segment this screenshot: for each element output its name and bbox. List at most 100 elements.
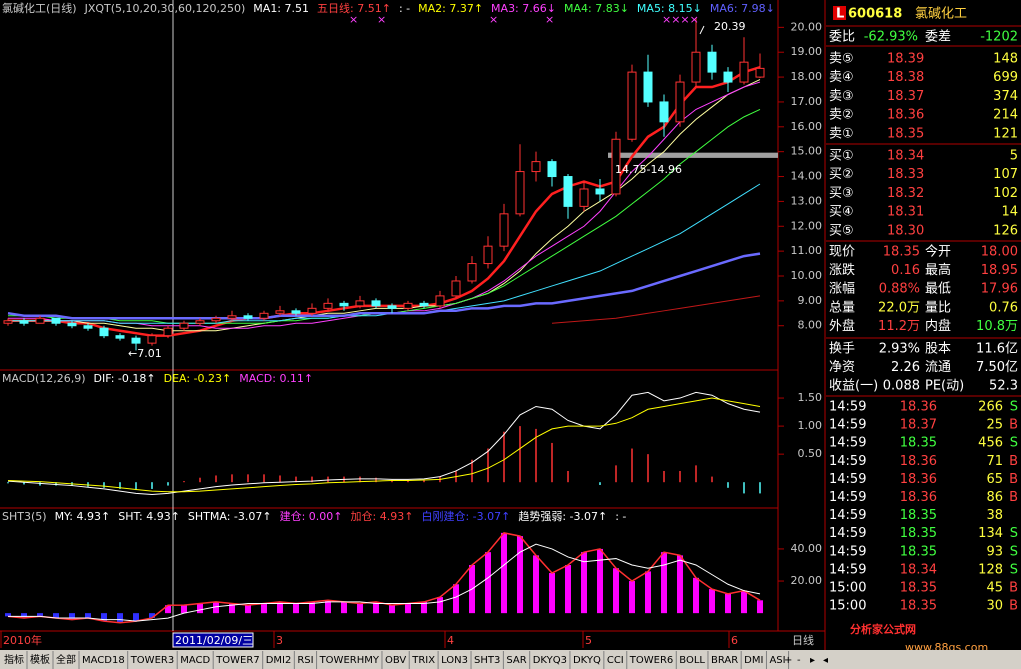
tab[interactable]: DMI bbox=[744, 655, 763, 666]
sht-bar bbox=[5, 613, 11, 617]
sht-bar bbox=[85, 613, 91, 618]
tab-control[interactable]: ▸ bbox=[810, 655, 815, 666]
quote-text: 14:59 bbox=[829, 562, 866, 577]
quote-text: 86 bbox=[986, 490, 1003, 505]
indicator-label: SHT: 4.93↑ bbox=[118, 510, 180, 523]
tab[interactable]: SAR bbox=[506, 655, 526, 666]
signal: × bbox=[377, 13, 386, 26]
tab[interactable]: SHT3 bbox=[474, 655, 500, 666]
sht-bar bbox=[453, 584, 459, 614]
tab[interactable]: 全部 bbox=[56, 653, 76, 666]
quote-text: 0.88% bbox=[879, 282, 920, 297]
tab[interactable]: 模板 bbox=[30, 653, 50, 666]
quote-text: 18.35 bbox=[900, 436, 937, 451]
candle-body bbox=[627, 71, 637, 140]
quote-text: 600618 bbox=[848, 7, 902, 22]
quote-text: 14:59 bbox=[829, 490, 866, 505]
price-band bbox=[608, 152, 778, 158]
quote-text: -1202 bbox=[980, 30, 1018, 45]
quote-text: 18.35 bbox=[900, 599, 937, 614]
sht-bar bbox=[101, 613, 107, 622]
tab[interactable]: TOWERHMY bbox=[319, 655, 380, 666]
quote-text: 最低 bbox=[925, 282, 951, 297]
sht-bar bbox=[677, 555, 683, 614]
quote-text: PE(动) bbox=[925, 379, 964, 394]
quote-text: 18.00 bbox=[981, 245, 1018, 260]
tab-control[interactable]: ◂ bbox=[823, 655, 828, 666]
line bbox=[7, 397, 761, 493]
sht-bar bbox=[421, 601, 427, 614]
quote-text: 18.35 bbox=[900, 508, 937, 523]
candle-body bbox=[19, 320, 29, 324]
quote-text: 14:59 bbox=[829, 544, 866, 559]
indicator-label: MA2: 7.37↑ bbox=[418, 2, 483, 15]
tab[interactable]: CCI bbox=[607, 655, 624, 666]
sht-bar bbox=[309, 601, 315, 614]
tab[interactable]: BRAR bbox=[711, 655, 738, 666]
sht-bar bbox=[741, 590, 747, 614]
indicator-label: DEA: -0.23↑ bbox=[164, 372, 232, 385]
quote-text: 18.30 bbox=[887, 223, 924, 238]
sht-bar bbox=[341, 601, 347, 614]
quote-text: 18.36 bbox=[900, 472, 937, 487]
tab-control[interactable]: - bbox=[797, 655, 801, 666]
candle-body bbox=[755, 67, 765, 78]
quote-text: 134 bbox=[978, 526, 1003, 541]
indicator-label: MA6: 7.98↓ bbox=[710, 2, 775, 15]
tab[interactable]: TOWER7 bbox=[215, 655, 260, 666]
tab[interactable]: TOWER3 bbox=[130, 655, 175, 666]
quote-text: 14:59 bbox=[829, 526, 866, 541]
tab[interactable]: BOLL bbox=[679, 655, 705, 666]
y-tick-label: 1.50 bbox=[798, 391, 823, 404]
tab[interactable]: LON3 bbox=[441, 655, 468, 666]
high-pointer bbox=[699, 25, 705, 35]
quote-text: B bbox=[1009, 454, 1018, 469]
candle-body bbox=[675, 81, 685, 123]
sht-bar bbox=[389, 605, 395, 614]
sht-bar bbox=[277, 601, 283, 614]
tab-control[interactable]: + bbox=[784, 655, 792, 666]
y-tick-label: 17.00 bbox=[791, 95, 823, 108]
sht-bar bbox=[757, 600, 763, 614]
quote-text: 18.95 bbox=[981, 263, 1018, 278]
quote-text: 内盘 bbox=[925, 318, 951, 334]
quote-text: 买④ bbox=[829, 205, 854, 220]
tab[interactable]: DKYQ3 bbox=[533, 655, 567, 666]
tab[interactable]: MACD bbox=[180, 655, 210, 666]
quote-text: 买② bbox=[829, 167, 854, 182]
candle-body bbox=[179, 322, 189, 329]
quote-text: 18.38 bbox=[887, 70, 924, 85]
tab[interactable]: ASI bbox=[769, 655, 785, 666]
y-tick-label: 15.00 bbox=[791, 145, 823, 158]
sht-bar bbox=[661, 552, 667, 614]
candle-body bbox=[259, 312, 269, 319]
quote-text: 11.2万 bbox=[878, 319, 920, 334]
candle-body bbox=[403, 302, 413, 309]
tab-bar bbox=[0, 650, 1021, 669]
candle-body bbox=[99, 327, 109, 337]
candle-body bbox=[3, 320, 13, 324]
indicator-label: MY: 4.93↑ bbox=[55, 510, 111, 523]
sht-bar bbox=[181, 605, 187, 614]
y-tick-label: 11.00 bbox=[791, 244, 823, 257]
tab[interactable]: TRIX bbox=[411, 655, 435, 666]
tab[interactable]: TOWER6 bbox=[629, 655, 674, 666]
tab[interactable]: DMI2 bbox=[266, 655, 292, 666]
line bbox=[8, 79, 761, 332]
tab[interactable]: OBV bbox=[385, 655, 406, 666]
tab[interactable]: DKYQ bbox=[573, 655, 601, 666]
quote-text: 18.35 bbox=[887, 126, 924, 141]
tab[interactable]: 指标 bbox=[4, 653, 24, 666]
candle-body bbox=[643, 71, 653, 103]
indicator-label: 加仓: 4.93↑ bbox=[351, 509, 414, 523]
tab[interactable]: MACD18 bbox=[82, 655, 125, 666]
sht-bar bbox=[213, 601, 219, 614]
quote-text: 总量 bbox=[829, 300, 855, 315]
quote-text: 14:59 bbox=[829, 418, 866, 433]
indicator-label: DIF: -0.18↑ bbox=[94, 372, 156, 385]
tab[interactable]: RSI bbox=[297, 655, 313, 666]
quote-text: 456 bbox=[978, 436, 1003, 451]
sht-bar bbox=[565, 564, 571, 614]
quote-text: 现价 bbox=[829, 245, 855, 260]
